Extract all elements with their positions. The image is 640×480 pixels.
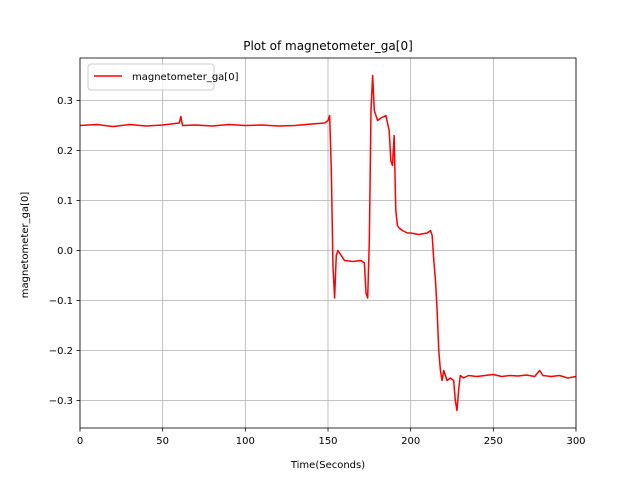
x-tick-label: 0 <box>77 436 83 447</box>
y-axis-label: magnetometer_ga[0] <box>20 192 31 299</box>
series-line-0 <box>79 74 577 412</box>
legend: magnetometer_ga[0] <box>87 63 239 91</box>
x-tick-label: 100 <box>236 436 255 447</box>
y-tick-label: 0.1 <box>57 196 73 207</box>
x-tick-label: 200 <box>401 436 420 447</box>
legend-label: magnetometer_ga[0] <box>132 72 239 83</box>
x-tick-label: 150 <box>318 436 337 447</box>
x-tick-label: 50 <box>156 436 169 447</box>
y-tick-label: 0.0 <box>57 246 73 257</box>
series-layer <box>79 74 577 412</box>
x-axis-label: Time(Seconds) <box>290 460 365 471</box>
legend-box <box>87 63 215 91</box>
x-tick-label: 250 <box>484 436 503 447</box>
y-tick-label: 0.3 <box>57 96 73 107</box>
chart-title: Plot of magnetometer_ga[0] <box>243 39 413 53</box>
y-tick-label: −0.1 <box>49 296 73 307</box>
y-tick-label: −0.3 <box>49 396 73 407</box>
ticks: 0 50 100 150 200 250 300 −0.3 −0.2 −0.1 0.0 0.1 0.2 0… <box>49 96 586 447</box>
y-tick-label: −0.2 <box>49 346 73 357</box>
x-tick-label: 300 <box>566 436 585 447</box>
y-tick-label: 0.2 <box>57 146 73 157</box>
